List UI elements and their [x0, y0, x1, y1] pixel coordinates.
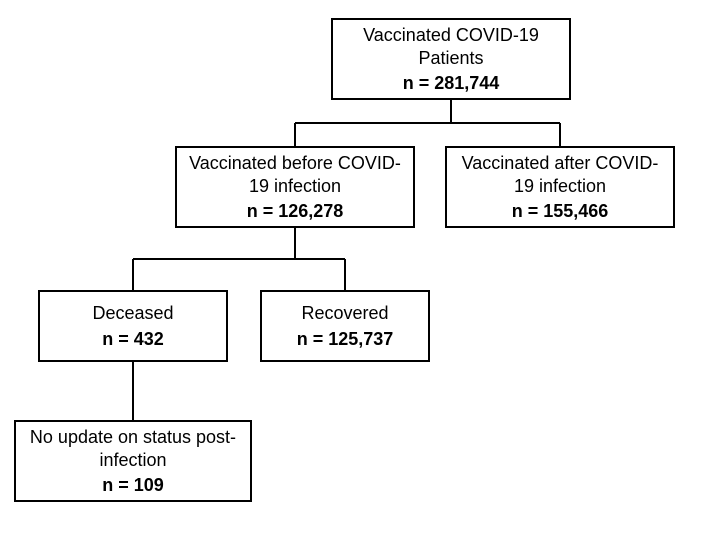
node-recovered: Recovered n = 125,737 [260, 290, 430, 362]
node-before-value: n = 126,278 [247, 201, 344, 222]
node-root-label: Vaccinated COVID-19 Patients [343, 24, 559, 69]
node-after-label: Vaccinated after COVID-19 infection [457, 152, 663, 197]
node-root: Vaccinated COVID-19 Patients n = 281,744 [331, 18, 571, 100]
node-noupdate-value: n = 109 [102, 475, 164, 496]
node-deceased: Deceased n = 432 [38, 290, 228, 362]
node-deceased-value: n = 432 [102, 329, 164, 350]
node-noupdate-label: No update on status post-infection [26, 426, 240, 471]
node-root-value: n = 281,744 [403, 73, 500, 94]
node-recovered-label: Recovered [301, 302, 388, 325]
node-deceased-label: Deceased [92, 302, 173, 325]
node-after: Vaccinated after COVID-19 infection n = … [445, 146, 675, 228]
node-after-value: n = 155,466 [512, 201, 609, 222]
node-noupdate: No update on status post-infection n = 1… [14, 420, 252, 502]
node-before-label: Vaccinated before COVID-19 infection [187, 152, 403, 197]
node-before: Vaccinated before COVID-19 infection n =… [175, 146, 415, 228]
node-recovered-value: n = 125,737 [297, 329, 394, 350]
